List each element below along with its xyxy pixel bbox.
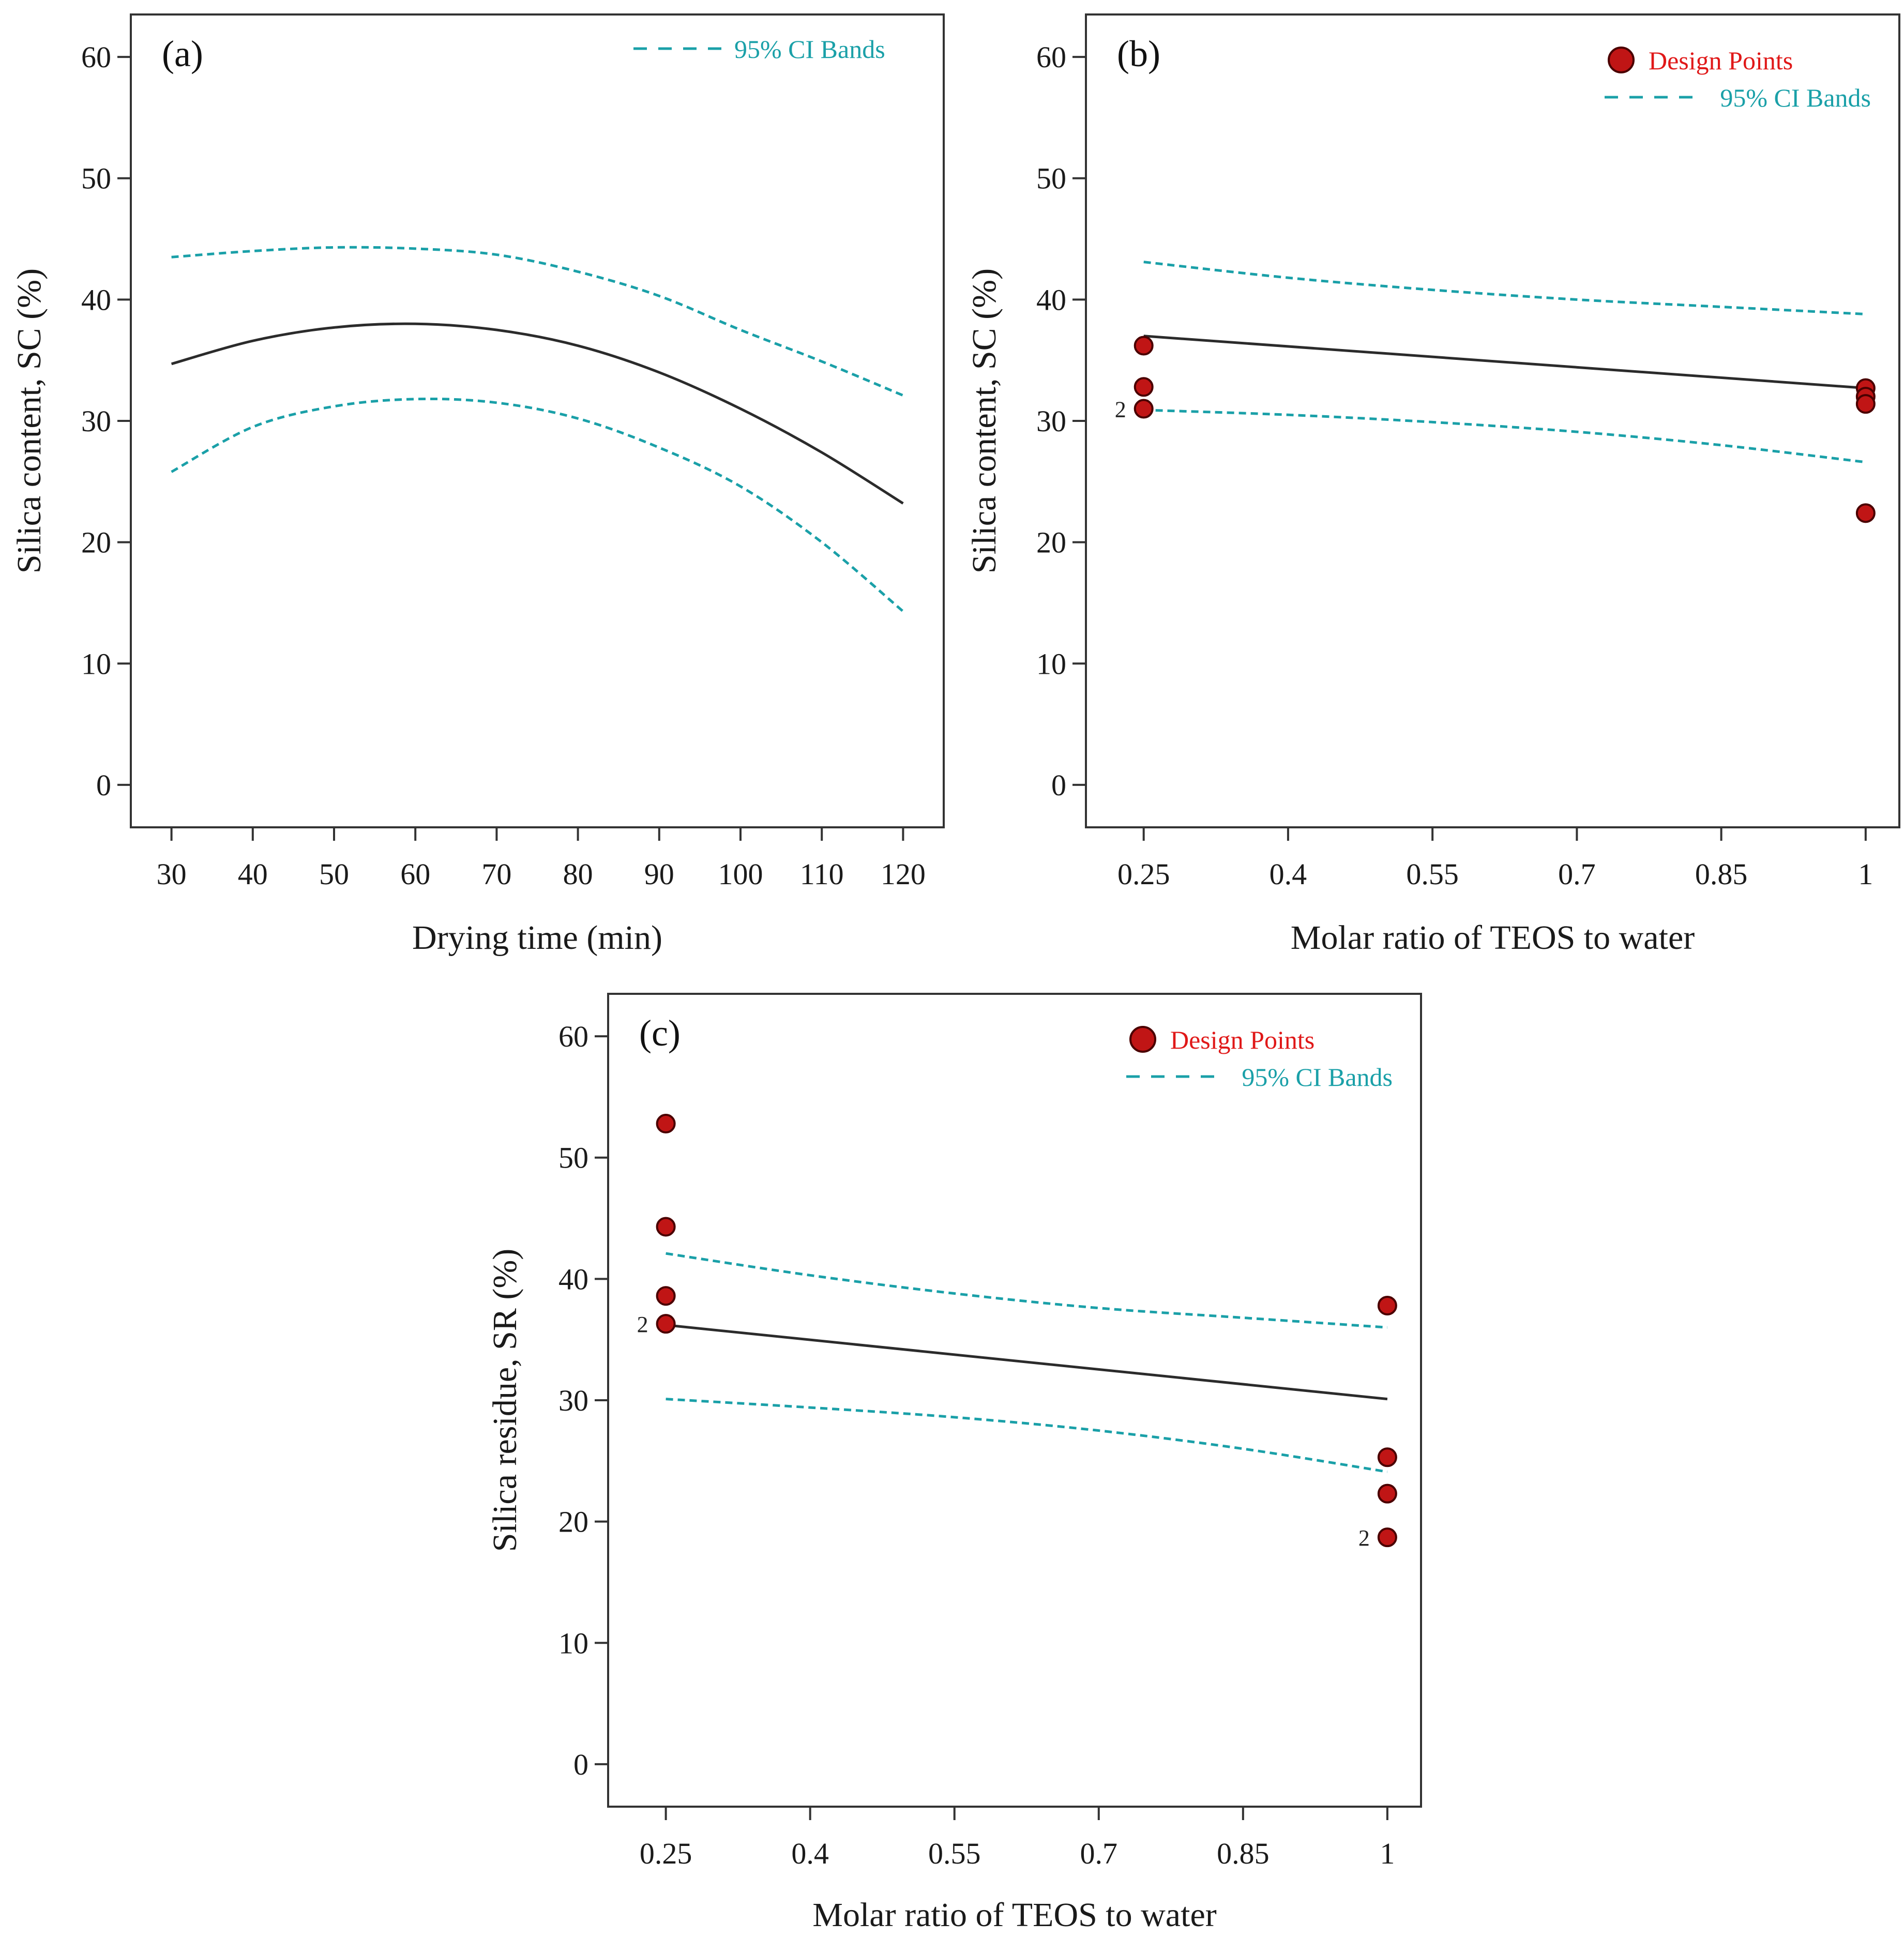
x-tick-label: 0.7 — [1558, 857, 1596, 891]
y-tick-label: 30 — [1036, 404, 1066, 438]
ci-band-lower — [666, 1398, 1388, 1473]
x-tick-label: 40 — [238, 857, 268, 891]
legend: Design Points 95% CI Bands — [1605, 46, 1871, 112]
x-tick-label: 0.55 — [1406, 857, 1459, 891]
chart-panel-b: 0 10 20 30 40 50 60 0.25 0.4 0.55 0.7 0.85 1 Molar ra… — [965, 13, 1900, 957]
fit-line — [666, 1324, 1388, 1401]
y-tick-label: 30 — [81, 404, 111, 438]
y-tick-label: 30 — [558, 1384, 588, 1417]
ci-band-upper — [1143, 261, 1866, 316]
x-axis-title: Drying time (min) — [412, 919, 662, 957]
x-tick-label: 30 — [157, 857, 187, 891]
y-tick-label: 10 — [1036, 647, 1066, 680]
design-point — [1377, 1527, 1397, 1548]
replicate-count-label: 2 — [637, 1312, 648, 1337]
replicate-count-label: 2 — [1115, 397, 1126, 422]
legend-ci-label: 95% CI Bands — [1242, 1063, 1393, 1092]
y-tick-label: 0 — [573, 1748, 588, 1781]
legend: 95% CI Bands — [633, 35, 885, 64]
x-tick-label: 0.4 — [1270, 857, 1307, 891]
chart-panel-a: 0 10 20 30 40 50 60 30 40 50 60 70 80 90 100 110 120 Dryi… — [10, 13, 945, 957]
ci-band-lower — [1143, 408, 1866, 464]
replicate-count-label: 2 — [1358, 1525, 1370, 1551]
fit-line — [1143, 335, 1866, 390]
legend-design-point-marker — [1608, 47, 1635, 73]
chart-panel-c: 0 10 20 30 40 50 60 0.25 0.4 0.55 0.7 0.85 1 Molar ra… — [486, 993, 1422, 1934]
design-point — [1377, 1295, 1397, 1315]
y-tick-label: 40 — [81, 283, 111, 316]
x-tick-label: 110 — [800, 857, 844, 891]
x-tick-label: 60 — [400, 857, 430, 891]
ci-band-upper — [666, 1252, 1388, 1329]
design-point — [656, 1114, 676, 1134]
legend-ci-label: 95% CI Bands — [734, 35, 885, 64]
x-tick-label: 90 — [644, 857, 674, 891]
y-axis-title: Silica content, SC (%) — [10, 268, 48, 573]
panel-label: (b) — [1117, 33, 1160, 74]
x-tick-label: 0.4 — [791, 1837, 829, 1870]
y-tick-label: 60 — [558, 1020, 588, 1053]
x-tick-label: 0.55 — [928, 1837, 981, 1870]
y-tick-label: 20 — [558, 1505, 588, 1539]
y-tick-label: 20 — [81, 526, 111, 559]
x-tick-label: 80 — [563, 857, 593, 891]
y-tick-label: 40 — [1036, 283, 1066, 316]
panel-label: (a) — [162, 33, 203, 74]
y-tick-label: 0 — [1051, 768, 1066, 802]
x-tick-label: 70 — [481, 857, 511, 891]
design-point — [1134, 377, 1154, 397]
x-tick-label: 0.85 — [1217, 1837, 1270, 1870]
legend: Design Points 95% CI Bands — [1126, 1025, 1393, 1092]
design-point — [1855, 503, 1876, 523]
x-tick-label: 0.25 — [640, 1837, 692, 1870]
y-tick-label: 50 — [558, 1141, 588, 1175]
y-tick-label: 40 — [558, 1262, 588, 1296]
x-tick-label: 0.25 — [1117, 857, 1170, 891]
legend-design-points-label: Design Points — [1649, 46, 1793, 75]
y-tick-label: 10 — [81, 647, 111, 680]
y-tick-label: 60 — [81, 40, 111, 74]
x-tick-label: 1 — [1380, 1837, 1395, 1870]
design-point — [656, 1286, 676, 1306]
x-tick-label: 50 — [319, 857, 349, 891]
design-point — [656, 1217, 676, 1237]
y-tick-label: 10 — [558, 1626, 588, 1660]
x-tick-label: 0.85 — [1695, 857, 1748, 891]
y-tick-label: 50 — [81, 162, 111, 195]
x-tick-label: 120 — [881, 857, 926, 891]
x-tick-label: 1 — [1858, 857, 1873, 891]
design-point — [1377, 1447, 1397, 1467]
y-tick-label: 20 — [1036, 526, 1066, 559]
x-tick-label: 100 — [718, 857, 763, 891]
y-axis-title: Silica residue, SR (%) — [486, 1249, 524, 1552]
design-point — [1855, 394, 1876, 414]
ci-band-upper — [171, 246, 904, 397]
design-point — [1134, 399, 1154, 419]
y-tick-label: 0 — [96, 768, 111, 802]
legend-design-points-label: Design Points — [1170, 1025, 1314, 1054]
ci-band-lower — [171, 397, 904, 613]
y-tick-label: 50 — [1036, 162, 1066, 195]
fit-line — [171, 322, 904, 505]
x-tick-label: 0.7 — [1080, 1837, 1118, 1870]
legend-design-point-marker — [1129, 1026, 1156, 1053]
y-axis-title: Silica content, SC (%) — [965, 268, 1003, 573]
design-point — [656, 1314, 676, 1334]
legend-ci-label: 95% CI Bands — [1720, 83, 1871, 112]
x-axis-title: Molar ratio of TEOS to water — [1291, 919, 1695, 957]
x-axis-title: Molar ratio of TEOS to water — [812, 1896, 1216, 1934]
panel-label: (c) — [639, 1012, 681, 1054]
y-tick-label: 60 — [1036, 40, 1066, 74]
design-point — [1377, 1483, 1397, 1504]
design-point — [1134, 336, 1154, 356]
